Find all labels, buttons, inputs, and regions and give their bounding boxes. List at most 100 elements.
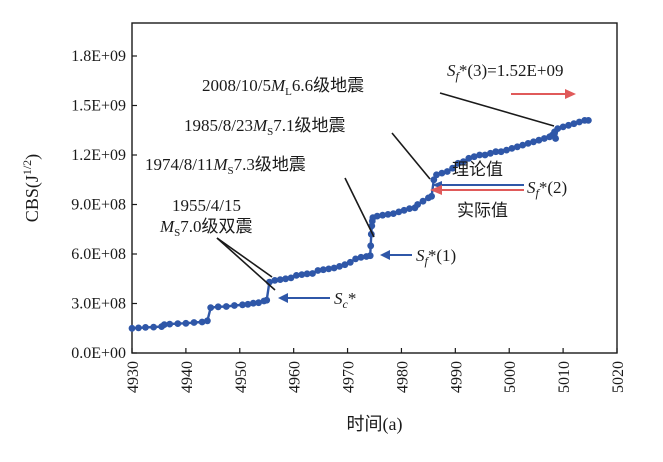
cbs-data-point: [249, 299, 257, 307]
label-theory: 理论值: [452, 160, 503, 179]
cbs-data-point: [524, 140, 532, 147]
y-tick-label: 1.5E+09: [71, 98, 126, 115]
cbs-data-point: [303, 270, 311, 278]
x-tick-label: 4960: [287, 361, 304, 393]
cbs-data-point: [373, 212, 381, 220]
cbs-data-point: [150, 323, 158, 331]
cbs-data-point: [346, 258, 354, 266]
annotation-layer: 2008/10/5ML6.6级地震 1985/8/23MS7.1级地震 1974…: [145, 61, 576, 311]
axes: 4930 4940 4950 4960 4970 4980 4990 5000 5010 5020…: [20, 22, 627, 435]
label-1955-date: 1955/4/15: [172, 196, 241, 215]
cbs-data-point: [379, 211, 386, 219]
y-axis-title: CBS(J1/2): [20, 154, 43, 222]
cbs-data-point: [309, 270, 316, 277]
cbs-data-point: [400, 206, 408, 214]
cbs-data-point: [263, 296, 271, 304]
cbs-data-point: [454, 159, 462, 167]
cbs-data-point: [336, 263, 343, 270]
cbs-data-point: [282, 275, 289, 283]
cbs-data-point: [540, 135, 548, 142]
red-arrow-sf3-head: [565, 89, 576, 99]
label-1985: 1985/8/23MS7.1级地震: [184, 116, 346, 138]
cbs-data-point: [565, 121, 572, 129]
x-tick-label: 4930: [125, 361, 142, 393]
cbs-data-point: [325, 265, 333, 273]
cbs-data-point: [513, 143, 521, 151]
x-tick-label: 5020: [610, 361, 627, 393]
cbs-data-point: [341, 261, 349, 269]
cbs-data-point: [128, 324, 136, 332]
x-tick-label: 4980: [394, 361, 411, 393]
label-1974: 1974/8/11MS7.3级地震: [145, 155, 306, 177]
cbs-data-point: [559, 123, 567, 131]
cbs-data-point: [174, 320, 182, 327]
cbs-data-point: [330, 264, 338, 272]
cbs-data-point: [198, 318, 206, 326]
red-arrow-actual-head: [430, 185, 442, 195]
blue-arrow-sc-head: [278, 293, 288, 303]
y-tick-label: 9.0E+08: [71, 197, 126, 214]
label-sf1: Sf*(1): [416, 246, 456, 268]
x-tick-label: 5000: [502, 361, 519, 393]
cbs-data-point: [575, 118, 583, 126]
label-sf3: Sf*(3)=1.52E+09: [447, 61, 563, 83]
cbs-data-point: [214, 303, 222, 311]
cbs-data-point: [570, 120, 578, 128]
leader-1955-b: [216, 237, 276, 291]
label-sc: Sc*: [334, 289, 356, 311]
y-tick-label: 3.0E+08: [71, 296, 126, 313]
cbs-data-point: [438, 169, 446, 177]
cbs-data-point: [287, 274, 295, 282]
x-axis-title: 时间(a): [347, 414, 403, 435]
cbs-data-point: [166, 320, 174, 328]
cbs-data-point: [433, 171, 440, 179]
x-tick-label: 4940: [179, 361, 196, 393]
cbs-data-point: [481, 151, 489, 159]
cbs-data-point: [204, 317, 211, 325]
x-tick-label: 4950: [233, 361, 250, 393]
cbs-data-point: [487, 149, 494, 157]
cbs-data-point: [552, 135, 559, 142]
cbs-data-point: [449, 164, 456, 172]
cbs-data-point: [239, 301, 246, 309]
cbs-data-point: [298, 271, 306, 278]
cbs-data-point: [182, 319, 190, 327]
leader-2008: [439, 92, 555, 127]
cbs-data-point: [390, 210, 397, 218]
label-1955: MS7.0级双震: [159, 217, 253, 239]
cbs-data-point: [314, 267, 322, 274]
cbs-data-point: [255, 299, 262, 307]
cbs-data-point: [367, 242, 375, 250]
cbs-data-point: [271, 277, 279, 284]
cbs-data-point: [470, 153, 478, 161]
blue-arrow-sf1-head: [380, 250, 390, 260]
y-tick-label: 0.0E+00: [71, 345, 126, 362]
cbs-data-point: [190, 319, 198, 326]
cbs-data-point: [430, 176, 438, 184]
x-tick-label: 5010: [556, 361, 573, 393]
cbs-data-point: [319, 266, 327, 274]
cbs-data-point: [142, 324, 149, 331]
x-tick-label: 4990: [448, 361, 465, 393]
y-tick-label: 1.2E+09: [71, 147, 126, 164]
cbs-data-point: [276, 276, 284, 283]
series-layer: [128, 117, 592, 332]
cbs-data-point: [492, 148, 500, 156]
cbs-data-point: [406, 205, 413, 213]
cbs-data-point: [419, 197, 427, 205]
y-tick-label: 1.8E+09: [71, 48, 126, 65]
cbs-data-point: [497, 148, 505, 156]
cbs-data-point: [465, 154, 473, 162]
cbs-data-point: [222, 303, 230, 310]
cbs-data-point: [366, 252, 374, 260]
label-sf2: Sf*(2): [527, 178, 567, 200]
cbs-data-point: [476, 151, 483, 159]
cbs-data-point: [395, 208, 403, 216]
cbs-data-point: [428, 192, 435, 200]
cbs-data-point: [554, 125, 562, 132]
x-tick-label: 4970: [341, 361, 358, 393]
plot-frame: [131, 22, 618, 354]
cbs-data-point: [352, 255, 359, 263]
leader-1985: [391, 132, 431, 180]
